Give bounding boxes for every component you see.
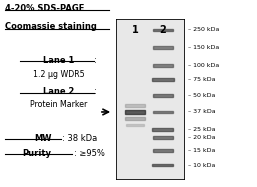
Bar — [152, 128, 173, 131]
Text: – 75 kDa: – 75 kDa — [188, 77, 215, 82]
Text: – 100 kDa: – 100 kDa — [188, 63, 219, 68]
Text: – 15 kDa: – 15 kDa — [188, 148, 215, 153]
Text: – 150 kDa: – 150 kDa — [188, 45, 219, 50]
Text: – 50 kDa: – 50 kDa — [188, 93, 215, 98]
Text: MW: MW — [34, 134, 51, 143]
Bar — [125, 117, 145, 120]
Text: Purity: Purity — [23, 149, 52, 158]
Text: – 37 kDa: – 37 kDa — [188, 109, 215, 114]
Bar — [152, 78, 174, 81]
Text: – 250 kDa: – 250 kDa — [188, 27, 219, 33]
Bar — [152, 164, 173, 166]
Bar — [125, 110, 145, 114]
Bar — [153, 64, 172, 67]
Text: – 20 kDa: – 20 kDa — [188, 135, 215, 140]
Text: : 38 kDa: : 38 kDa — [62, 134, 97, 143]
Text: Lane 1: Lane 1 — [43, 56, 75, 65]
Text: Protein Marker: Protein Marker — [30, 100, 87, 109]
Text: – 25 kDa: – 25 kDa — [188, 127, 215, 132]
Text: 2: 2 — [159, 25, 166, 35]
Text: :: : — [94, 87, 97, 96]
Bar — [153, 149, 172, 152]
Text: – 10 kDa: – 10 kDa — [188, 163, 215, 168]
Text: Lane 2: Lane 2 — [43, 87, 75, 96]
Bar — [125, 104, 145, 107]
Bar — [153, 94, 172, 97]
Bar — [153, 46, 172, 49]
Text: 1.2 μg WDR5: 1.2 μg WDR5 — [33, 70, 85, 79]
Text: : ≥95%: : ≥95% — [74, 149, 104, 158]
Text: Coomassie staining: Coomassie staining — [5, 22, 96, 31]
Bar — [126, 124, 144, 126]
Text: 1: 1 — [132, 25, 139, 35]
Bar — [153, 136, 172, 139]
Bar — [153, 111, 172, 114]
Text: :: : — [94, 56, 97, 65]
Text: 4-20% SDS-PAGE: 4-20% SDS-PAGE — [5, 4, 84, 13]
Bar — [153, 28, 172, 31]
